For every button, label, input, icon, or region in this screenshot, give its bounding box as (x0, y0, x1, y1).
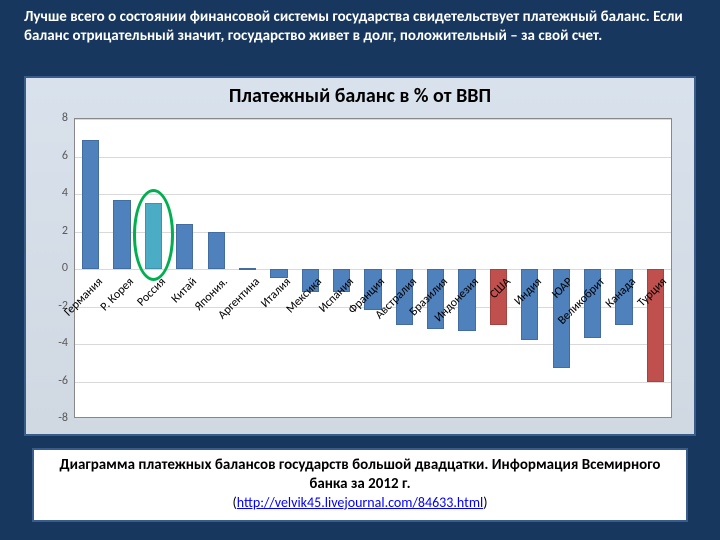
y-axis-labels: -8-6-4-202468 (40, 118, 70, 418)
gridline (75, 344, 671, 345)
gridline (75, 419, 671, 420)
caption-paren-close: ) (483, 494, 487, 511)
y-tick-label: 2 (62, 224, 68, 238)
gridline (75, 194, 671, 195)
gridline (75, 382, 671, 383)
source-link[interactable]: http://velvik45.livejournal.com/84633.ht… (237, 494, 483, 511)
intro-text: Лучше всего о состоянии финансовой систе… (24, 8, 696, 46)
x-tick-label: Россия (134, 275, 168, 309)
bar (145, 203, 162, 269)
gridline (75, 157, 671, 158)
y-tick-label: 6 (62, 149, 68, 163)
y-tick-label: 8 (62, 111, 68, 125)
bar (239, 268, 256, 270)
y-tick-label: 0 (62, 261, 68, 275)
chart-title: Платежный баланс в % от ВВП (26, 78, 694, 110)
y-tick-label: -6 (58, 374, 68, 388)
y-tick-label: -4 (58, 336, 68, 350)
plot-area: ГерманияР. КореяРоссияКитайЯпония.Аргент… (74, 118, 672, 418)
bar (208, 232, 225, 270)
bar (113, 200, 130, 269)
caption-box: Диаграмма платежных балансов государств … (32, 448, 688, 522)
y-tick-label: 4 (62, 186, 68, 200)
bar (176, 224, 193, 269)
bar (82, 140, 99, 269)
gridline (75, 119, 671, 120)
x-tick-label: Р. Корея (98, 275, 137, 314)
y-tick-label: -8 (58, 411, 68, 425)
slide: Лучше всего о состоянии финансовой систе… (0, 0, 720, 540)
chart-container: Платежный баланс в % от ВВП -8-6-4-20246… (24, 76, 696, 436)
caption-line-1: Диаграмма платежных балансов государств … (46, 456, 674, 494)
plot-area-wrap: -8-6-4-202468 ГерманияР. КореяРоссияКита… (40, 118, 680, 420)
gridline (75, 232, 671, 233)
caption-line-2: (http://velvik45.livejournal.com/84633.h… (46, 494, 674, 512)
